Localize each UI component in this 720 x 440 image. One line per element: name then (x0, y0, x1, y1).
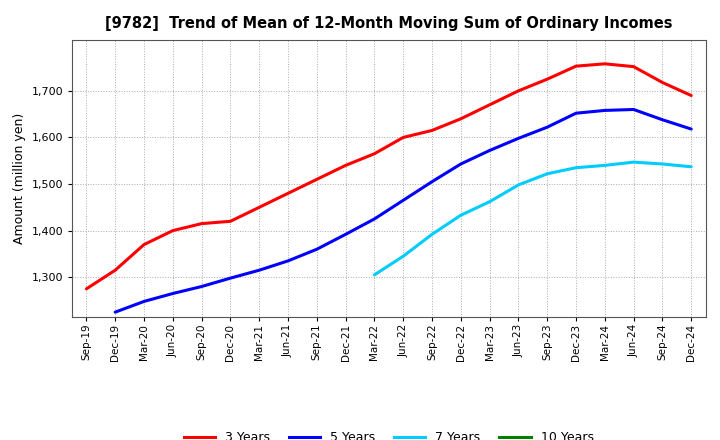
Title: [9782]  Trend of Mean of 12-Month Moving Sum of Ordinary Incomes: [9782] Trend of Mean of 12-Month Moving … (105, 16, 672, 32)
Legend: 3 Years, 5 Years, 7 Years, 10 Years: 3 Years, 5 Years, 7 Years, 10 Years (179, 426, 598, 440)
Y-axis label: Amount (million yen): Amount (million yen) (13, 113, 26, 244)
